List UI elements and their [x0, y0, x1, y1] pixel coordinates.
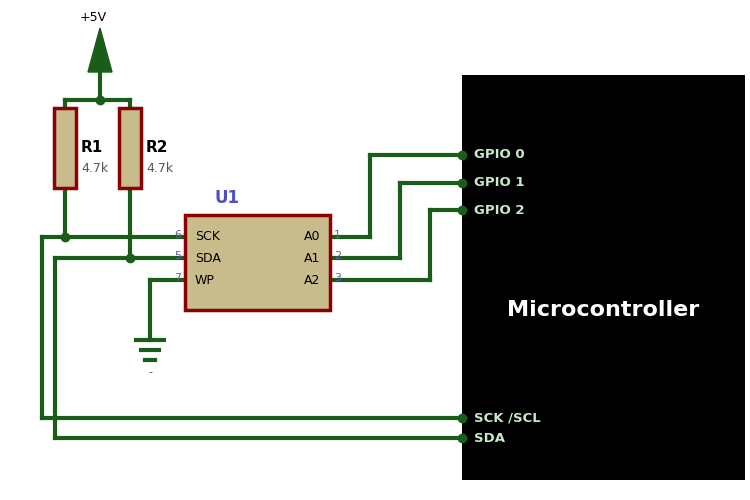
Text: 4.7k: 4.7k: [81, 162, 108, 174]
Text: 1: 1: [334, 230, 341, 240]
Text: GPIO 0: GPIO 0: [474, 148, 525, 162]
Text: 7: 7: [174, 273, 181, 283]
Text: 4.7k: 4.7k: [146, 162, 173, 174]
Text: 6: 6: [174, 230, 181, 240]
Text: A0: A0: [304, 230, 320, 243]
Text: A1: A1: [304, 252, 320, 264]
Text: SDA: SDA: [195, 252, 220, 264]
Text: -: -: [148, 367, 152, 377]
Bar: [462, 75, 745, 480]
Text: GPIO 1: GPIO 1: [474, 176, 524, 190]
Text: A2: A2: [304, 274, 320, 286]
Text: R2: R2: [146, 140, 169, 156]
Bar: [185, 215, 330, 310]
Polygon shape: [88, 28, 112, 72]
Text: WP: WP: [195, 274, 214, 286]
Text: 5: 5: [174, 251, 181, 261]
Text: GPIO 2: GPIO 2: [474, 204, 524, 216]
Text: SCK /SCL: SCK /SCL: [474, 412, 541, 424]
Text: R1: R1: [81, 140, 104, 156]
Text: SCK: SCK: [195, 230, 220, 243]
Text: Microcontroller: Microcontroller: [507, 300, 700, 320]
Bar: [54, 108, 76, 188]
Bar: [119, 108, 141, 188]
Text: SDA: SDA: [474, 432, 505, 444]
Text: U1: U1: [215, 189, 240, 207]
Text: 3: 3: [334, 273, 341, 283]
Text: 2: 2: [334, 251, 341, 261]
Text: +5V: +5V: [80, 11, 107, 24]
